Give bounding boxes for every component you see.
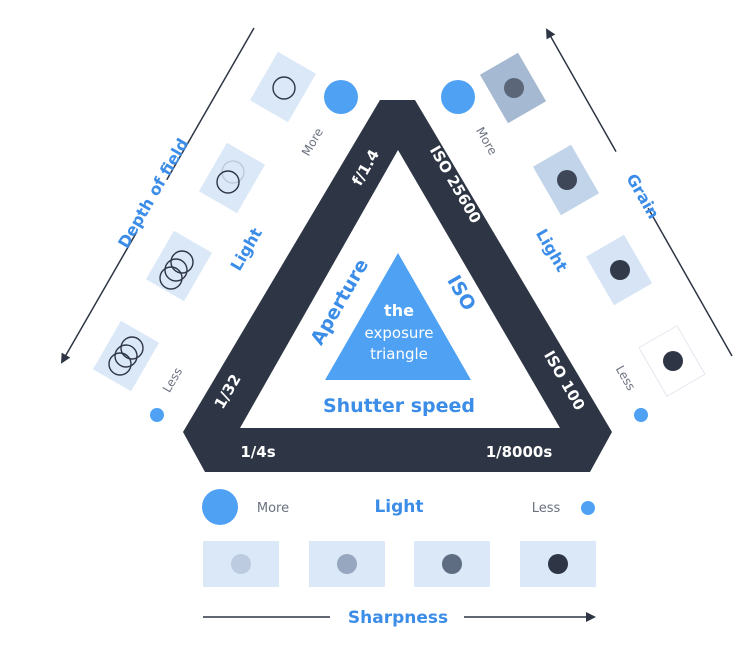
aperture-light-label: Light xyxy=(226,224,266,274)
sharpness-thumb-4-dot xyxy=(548,554,568,574)
sharpness-thumb-3-dot xyxy=(442,554,462,574)
dof-thumb-3 xyxy=(145,230,213,302)
shutter-right-label: 1/8000s xyxy=(486,443,553,461)
sharpness-thumb-2-dot xyxy=(337,554,357,574)
grain-thumb-1-dot xyxy=(504,78,524,98)
grain-thumb-2-dot xyxy=(557,170,577,190)
shutter-less-dot xyxy=(581,501,595,515)
aperture-more-dot xyxy=(324,80,358,114)
dof-thumb-3-circle-c xyxy=(159,266,183,290)
grain-thumb-3-dot xyxy=(610,260,630,280)
center-text-line2: exposure xyxy=(365,324,434,342)
shutter-more-dot xyxy=(202,489,238,525)
sharpness-thumb-1-dot xyxy=(231,554,251,574)
iso-less-label: Less xyxy=(613,363,638,393)
center-triangle xyxy=(325,253,471,380)
shutter-left-label: 1/4s xyxy=(240,443,275,461)
aperture-less-dot xyxy=(150,408,164,422)
dof-thumb-1-circle xyxy=(272,76,296,100)
sharpness-label: Sharpness xyxy=(348,608,448,628)
shutter-less-label: Less xyxy=(532,501,561,516)
depth-of-field-arrow xyxy=(61,27,255,364)
dof-thumb-1 xyxy=(249,51,317,123)
dof-thumb-2 xyxy=(198,142,266,214)
dof-thumb-3-circle-a xyxy=(170,250,194,274)
grain-arrow xyxy=(546,28,733,357)
center-text-line1: the xyxy=(384,301,414,320)
iso-more-dot xyxy=(441,80,475,114)
shutter-more-label: More xyxy=(257,501,289,516)
grain-thumb-4-dot xyxy=(663,351,683,371)
center-text-line3: triangle xyxy=(370,345,428,363)
dof-thumb-4-circle-b xyxy=(114,344,138,368)
iso-light-label: Light xyxy=(532,226,572,276)
iso-less-dot xyxy=(634,408,648,422)
shutter-speed-label: Shutter speed xyxy=(323,395,475,417)
dof-thumb-3-circle-b xyxy=(164,258,188,282)
dof-thumb-4-circle-a xyxy=(120,336,144,360)
aperture-less-label: Less xyxy=(160,365,185,395)
dof-thumb-4-circle-c xyxy=(108,352,132,376)
depth-of-field-label: Depth of field xyxy=(114,135,192,251)
iso-more-label: More xyxy=(473,125,500,158)
sharpness-panel: More Light Less Sharpness xyxy=(202,489,596,628)
dof-thumb-4 xyxy=(92,320,160,392)
grain-panel: Grain More Light Less xyxy=(441,28,733,422)
shutter-light-label: Light xyxy=(374,497,423,517)
grain-label: Grain xyxy=(622,170,663,222)
dof-thumb-2-circle-b xyxy=(216,170,240,194)
aperture-more-label: More xyxy=(299,126,326,159)
